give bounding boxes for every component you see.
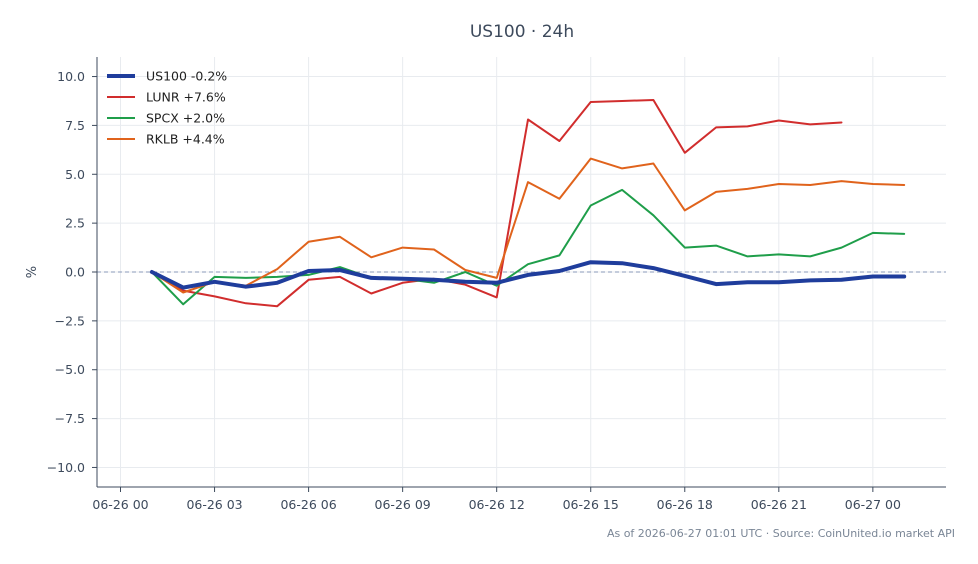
legend: US100 -0.2% LUNR +7.6% SPCX +2.0% RKLB +4.4…	[107, 69, 227, 147]
x-tick-label: 06-26 00	[92, 497, 148, 512]
legend-label: SPCX +2.0%	[146, 111, 225, 126]
series-line-spcx	[150, 188, 906, 306]
x-tick-label: 06-26 12	[469, 497, 525, 512]
x-tick-label: 06-26 18	[657, 497, 713, 512]
y-tick-label: −5.0	[55, 362, 85, 377]
series-line-rklb	[150, 157, 906, 294]
chart-title: US100 · 24h	[470, 22, 574, 42]
y-tick-label: 5.0	[65, 167, 85, 182]
x-tick-label: 06-26 06	[280, 497, 336, 512]
y-tick-label: −7.5	[55, 411, 85, 426]
x-tick-label: 06-26 09	[375, 497, 431, 512]
y-axis-label: %	[25, 266, 40, 278]
y-tick-label: 10.0	[57, 69, 85, 84]
y-tick-label: −10.0	[47, 460, 85, 475]
legend-label: LUNR +7.6%	[146, 90, 226, 105]
series-line-lunr	[150, 99, 843, 308]
y-ticks: −10.0 −7.5 −5.0 −2.5 0.0 2.5 5.0 7.5 10.0	[47, 69, 97, 475]
series-line-us100	[149, 260, 907, 290]
y-tick-label: 7.5	[65, 118, 85, 133]
x-ticks: 06-26 00 06-26 03 06-26 06 06-26 09 06-26 12…	[92, 487, 901, 512]
x-tick-label: 06-26 15	[563, 497, 619, 512]
footer-text: As of 2026-06-27 01:01 UTC · Source: Coi…	[607, 527, 955, 540]
x-tick-label: 06-26 21	[751, 497, 807, 512]
legend-label: US100 -0.2%	[146, 69, 227, 84]
y-tick-label: 0.0	[65, 265, 85, 280]
legend-label: RKLB +4.4%	[146, 132, 225, 147]
x-tick-label: 06-27 00	[845, 497, 901, 512]
x-tick-label: 06-26 03	[186, 497, 242, 512]
y-tick-label: −2.5	[55, 313, 85, 328]
series-lines	[149, 99, 907, 308]
y-tick-label: 2.5	[65, 216, 85, 231]
